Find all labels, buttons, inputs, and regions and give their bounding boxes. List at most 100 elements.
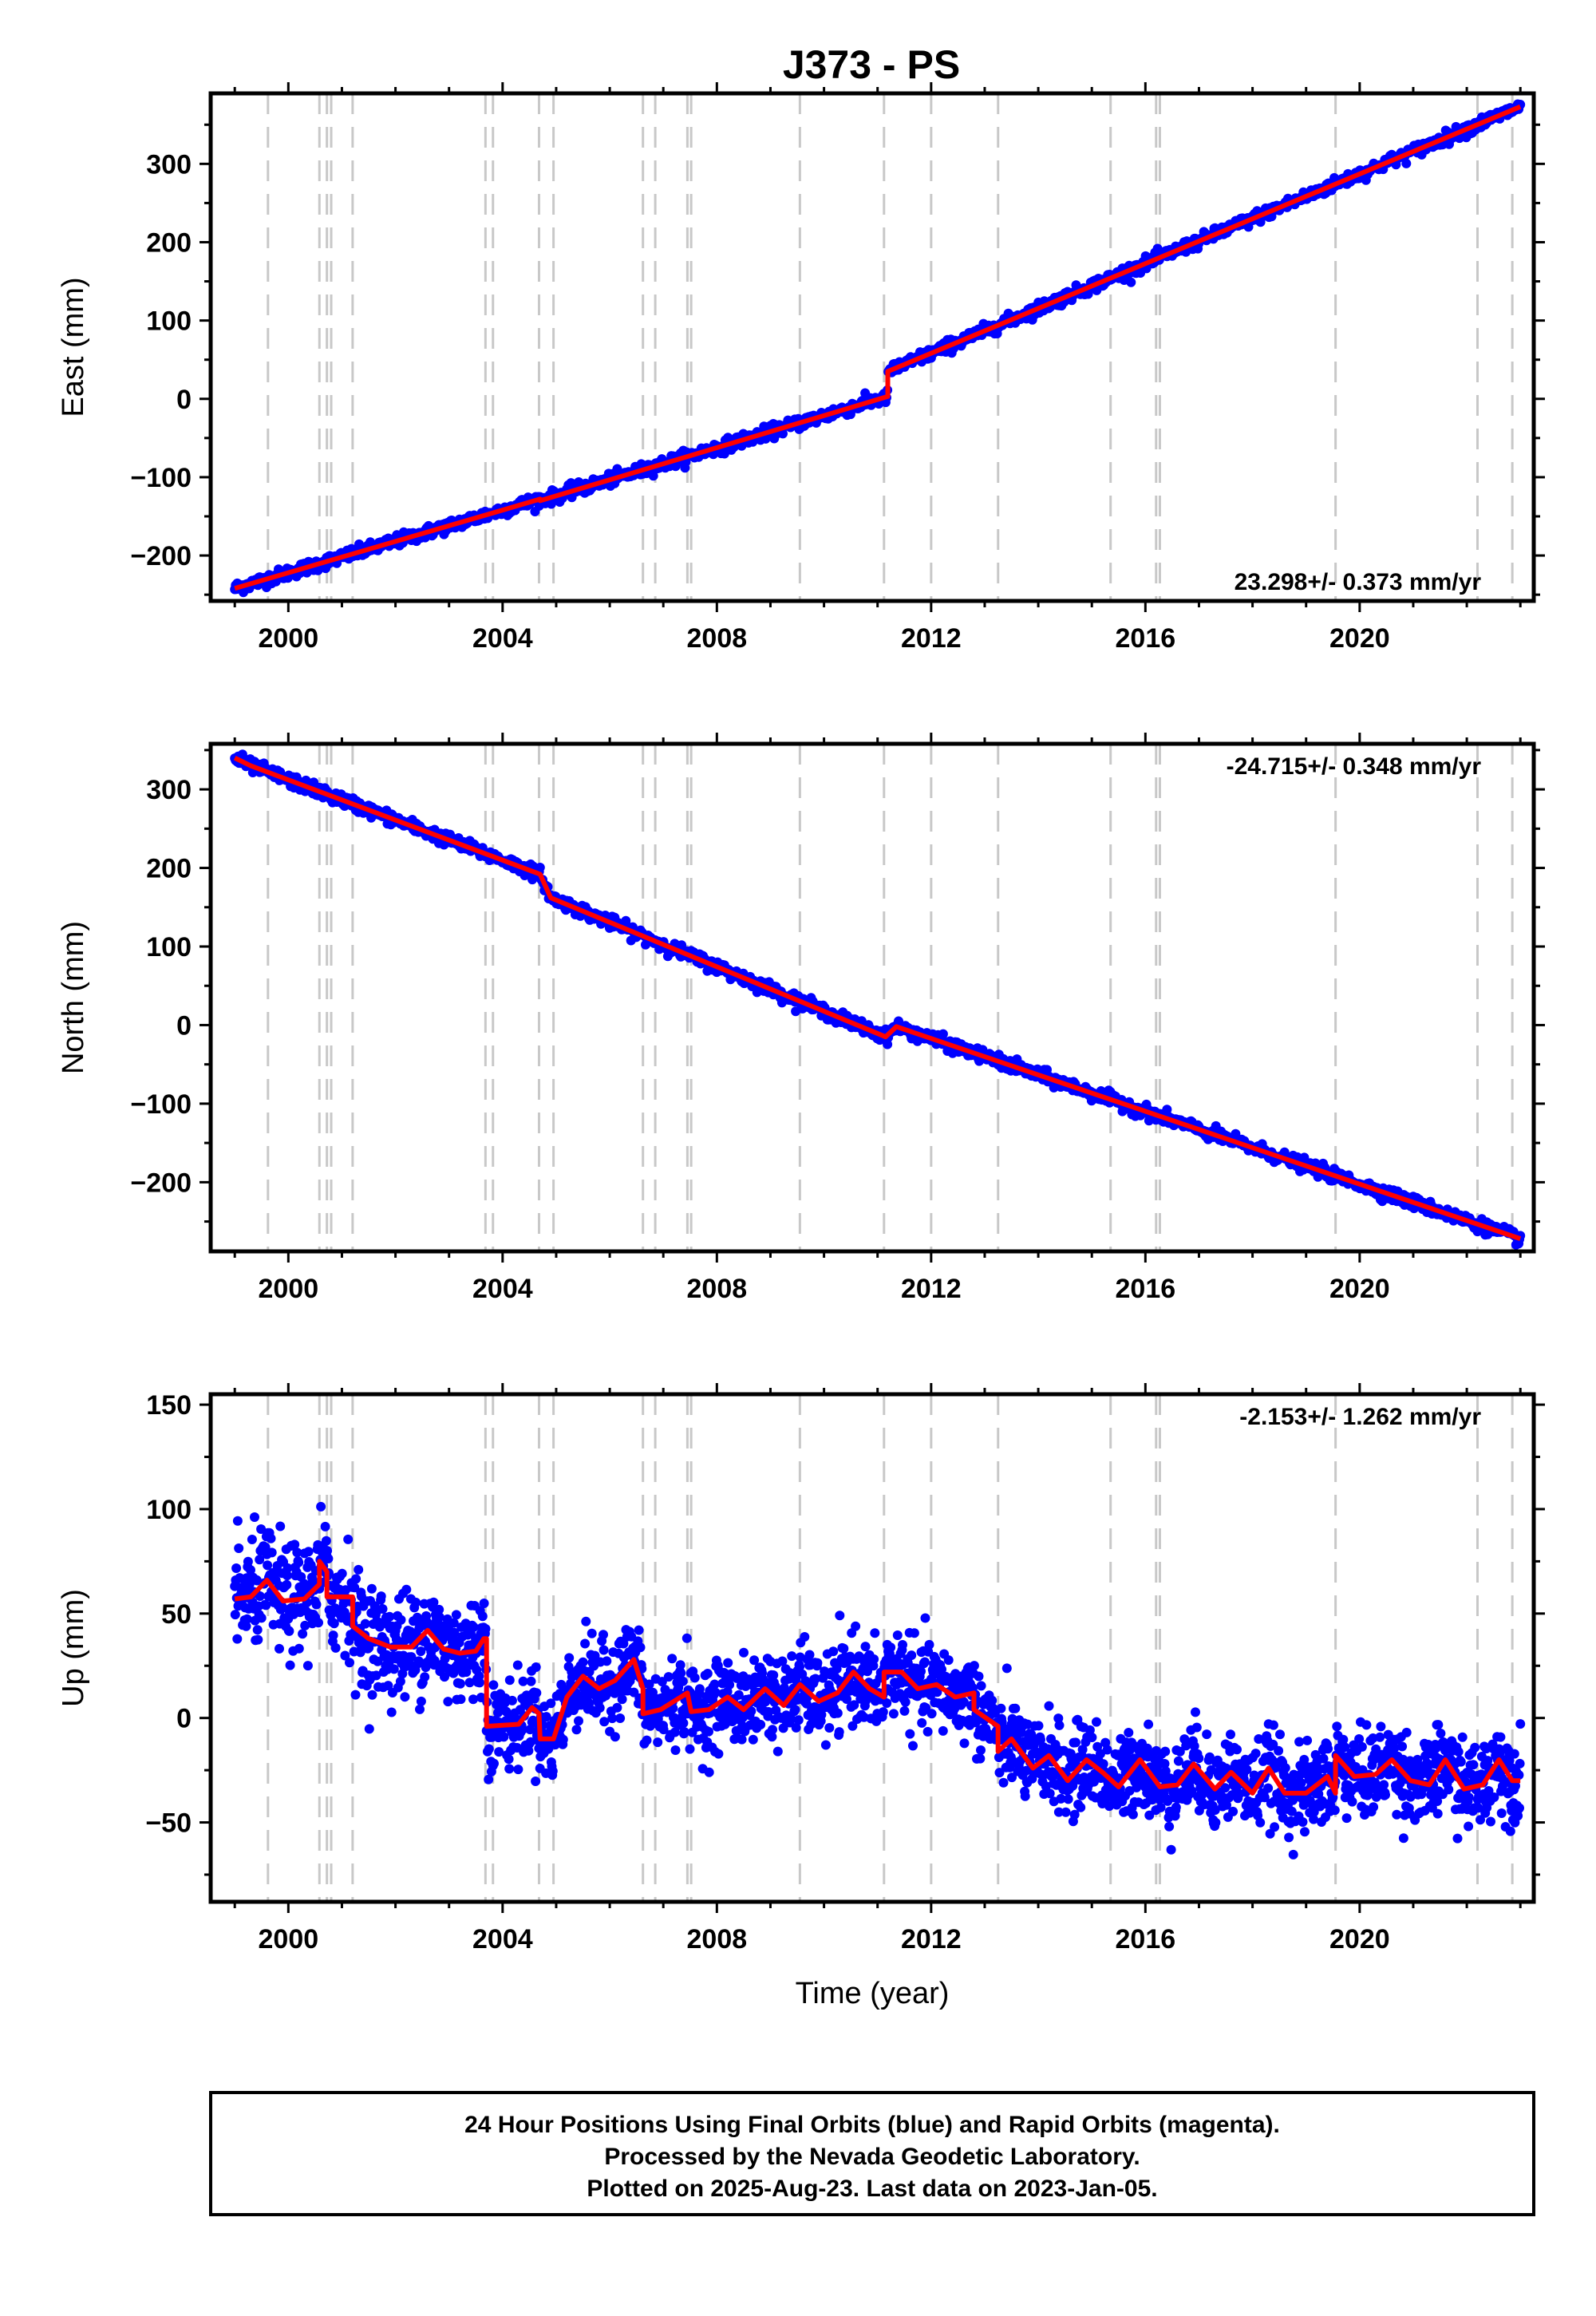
data-point (278, 1603, 288, 1613)
data-point (635, 1642, 646, 1653)
data-point (263, 1560, 273, 1571)
data-point (360, 1618, 370, 1629)
data-point (294, 1557, 304, 1567)
data-point (525, 1725, 535, 1735)
data-point (574, 1716, 583, 1726)
y-tick-label: −100 (130, 1089, 192, 1120)
data-point (468, 1622, 479, 1632)
x-tick-label: 2020 (1329, 1274, 1390, 1304)
data-point (746, 1706, 757, 1717)
data-point (847, 1721, 858, 1731)
y-tick-label: 200 (146, 227, 192, 258)
data-point (786, 1714, 796, 1724)
data-point (996, 1703, 1006, 1713)
data-point (787, 1651, 797, 1662)
data-point (321, 1535, 331, 1546)
data-point (681, 1633, 692, 1643)
data-point (958, 1697, 969, 1707)
data-point (246, 1565, 255, 1575)
data-point (314, 1618, 323, 1628)
data-point (1048, 1771, 1058, 1781)
data-point (749, 1655, 760, 1666)
data-points (230, 1501, 1526, 1860)
data-point (909, 1628, 919, 1638)
data-point (250, 1512, 259, 1522)
data-point (282, 1571, 292, 1581)
data-point (411, 1597, 421, 1607)
data-point (824, 1723, 835, 1733)
data-point (1053, 1713, 1064, 1724)
y-tick-label: 0 (176, 385, 192, 415)
data-point (587, 1628, 597, 1638)
data-point (689, 1673, 700, 1683)
data-point (642, 1735, 652, 1745)
data-point (835, 1611, 845, 1621)
data-point (343, 1534, 354, 1544)
data-point (768, 1725, 777, 1735)
data-point (531, 1662, 541, 1672)
y-tick-label: 200 (146, 854, 192, 884)
data-point (385, 1611, 395, 1622)
data-point (764, 1707, 773, 1717)
data-point (790, 1705, 800, 1715)
data-point (576, 1700, 587, 1710)
data-point (898, 1640, 907, 1650)
data-point (702, 1669, 713, 1678)
y-tick-label: 300 (146, 775, 192, 805)
x-tick-label: 2004 (472, 1274, 533, 1304)
data-point (261, 1600, 271, 1611)
data-point (377, 1604, 388, 1614)
data-point (658, 1725, 669, 1735)
data-point (598, 1630, 608, 1640)
data-point (571, 1725, 582, 1735)
data-point (350, 1690, 361, 1700)
data-point (975, 1753, 986, 1764)
data-point (908, 1741, 918, 1751)
data-point (285, 1660, 295, 1670)
data-point (599, 1717, 610, 1727)
x-tick-label: 2000 (259, 1274, 319, 1304)
data-point (340, 1650, 350, 1661)
data-point (694, 1684, 705, 1694)
data-point (1069, 1809, 1080, 1820)
data-point (987, 1695, 998, 1705)
data-point (886, 1642, 896, 1653)
data-point (676, 1668, 686, 1678)
data-point (247, 1535, 257, 1544)
data-point (499, 1732, 509, 1742)
data-point (842, 1694, 851, 1704)
data-point (1020, 1791, 1030, 1801)
data-point (916, 1666, 926, 1677)
data-point (455, 1678, 465, 1689)
data-point (810, 1674, 820, 1684)
data-point (488, 1680, 499, 1690)
data-point (504, 1764, 515, 1774)
data-point (899, 1705, 910, 1716)
data-point (709, 1679, 720, 1690)
data-point (448, 1618, 459, 1628)
data-point (704, 1726, 713, 1737)
data-point (546, 1698, 556, 1709)
data-point (772, 1746, 783, 1757)
data-point (907, 1650, 917, 1661)
data-point (290, 1539, 300, 1550)
data-point (610, 1732, 620, 1742)
data-point (959, 1738, 970, 1749)
data-point (938, 1029, 948, 1039)
data-point (518, 1725, 527, 1735)
data-point (400, 1692, 410, 1702)
data-point (323, 1554, 334, 1563)
y-tick-label: −200 (130, 1168, 192, 1198)
data-point (329, 1618, 339, 1629)
data-point (793, 1715, 804, 1725)
data-point (580, 1638, 591, 1649)
data-point (675, 1660, 685, 1670)
data-point (932, 1687, 942, 1697)
data-point (558, 1734, 568, 1745)
data-point (383, 1681, 393, 1691)
data-point (512, 1660, 523, 1670)
y-tick-label: −100 (130, 463, 192, 493)
data-point (607, 1713, 618, 1724)
data-point (1053, 1807, 1064, 1817)
data-point (489, 1758, 499, 1769)
